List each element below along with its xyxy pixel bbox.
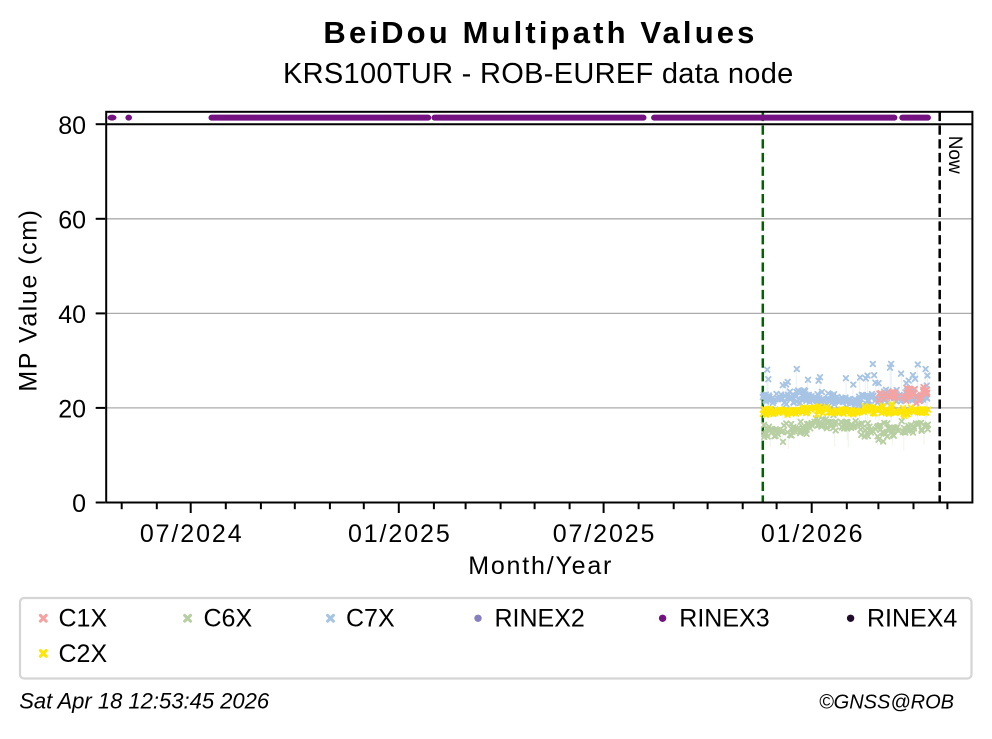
svg-text:0: 0 [72, 490, 86, 518]
svg-text:80: 80 [58, 112, 86, 140]
svg-text:C7X: C7X [346, 605, 395, 633]
svg-text:Month/Year: Month/Year [468, 552, 613, 580]
svg-text:40: 40 [58, 301, 86, 329]
svg-text:20: 20 [58, 396, 86, 424]
svg-text:C2X: C2X [59, 640, 108, 668]
svg-text:C6X: C6X [204, 605, 253, 633]
svg-text:KRS100TUR - ROB-EUREF data nod: KRS100TUR - ROB-EUREF data node [283, 58, 794, 90]
svg-text:C1X: C1X [59, 605, 108, 633]
svg-text:©GNSS@ROB: ©GNSS@ROB [819, 692, 954, 714]
svg-text:07/2025: 07/2025 [553, 520, 657, 548]
svg-text:RINEX2: RINEX2 [495, 605, 585, 633]
svg-text:RINEX4: RINEX4 [867, 605, 957, 633]
svg-text:MP Value (cm): MP Value (cm) [15, 209, 43, 392]
svg-text:Now: Now [944, 136, 965, 174]
svg-text:01/2026: 01/2026 [761, 520, 865, 548]
svg-text:01/2025: 01/2025 [348, 520, 452, 548]
svg-text:60: 60 [58, 206, 86, 234]
svg-text:07/2024: 07/2024 [140, 520, 244, 548]
svg-text:Sat Apr 18 12:53:45 2026: Sat Apr 18 12:53:45 2026 [19, 688, 270, 713]
svg-text:RINEX3: RINEX3 [679, 605, 769, 633]
svg-text:BeiDou Multipath Values: BeiDou Multipath Values [323, 15, 757, 50]
